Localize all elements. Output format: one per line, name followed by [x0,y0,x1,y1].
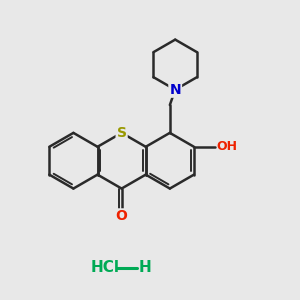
Text: S: S [117,126,127,140]
Text: OH: OH [216,140,237,153]
Text: H: H [139,260,152,275]
Text: O: O [116,209,127,224]
Text: HCl: HCl [91,260,120,275]
Text: N: N [169,83,181,97]
